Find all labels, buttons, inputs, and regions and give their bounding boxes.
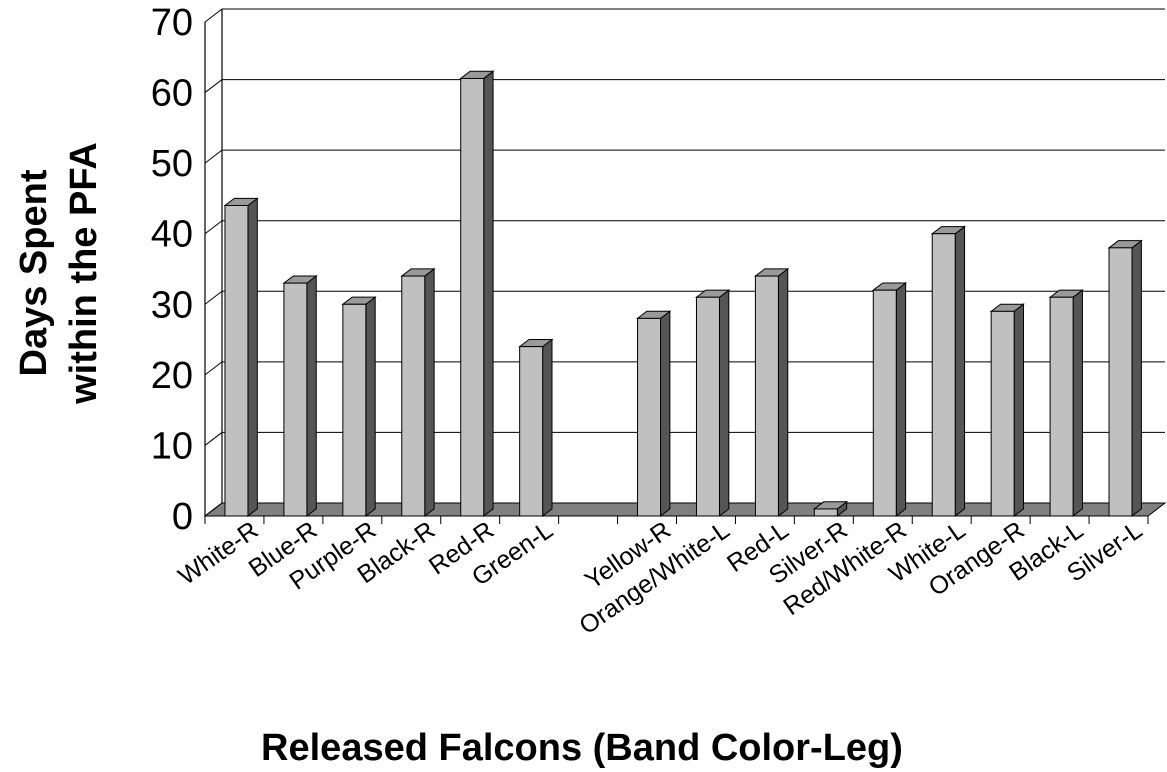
bar: [871, 282, 908, 518]
y-tick-mark: [204, 79, 223, 93]
bar: [341, 296, 377, 518]
bar-side: [306, 274, 317, 518]
x-tick-labels: White-RBlue-RPurple-RBlack-RRed-RGreen-L…: [173, 516, 1147, 640]
bar-front: [460, 77, 485, 517]
y-tick-label: 40: [151, 214, 193, 256]
bar: [518, 338, 554, 518]
bar-side: [1013, 303, 1025, 518]
y-tick-label: 70: [151, 2, 193, 44]
bar-side: [365, 296, 376, 518]
bar: [1048, 289, 1084, 518]
bar-front: [931, 233, 956, 517]
bar: [694, 289, 731, 518]
bar: [1107, 239, 1143, 518]
bar-front: [342, 303, 367, 517]
bar-front: [637, 317, 662, 517]
bar-side: [1131, 239, 1142, 518]
bar-front: [872, 289, 897, 517]
bar: [930, 225, 967, 518]
bar-side: [483, 70, 494, 518]
y-tick-label: 20: [151, 355, 193, 397]
bar: [812, 500, 849, 518]
y-tick-mark: [204, 290, 223, 305]
bar-side: [777, 267, 789, 518]
y-tick-mark: [204, 8, 223, 23]
y-tick-mark: [204, 220, 223, 235]
bar: [989, 303, 1025, 518]
y-tick-label: 0: [172, 496, 193, 538]
bar-side: [424, 267, 435, 518]
bar-front: [754, 275, 779, 517]
bar-front: [1049, 296, 1074, 517]
bar: [753, 267, 790, 518]
bar-front: [1108, 247, 1133, 517]
bar-side: [542, 338, 553, 518]
bar: [459, 70, 495, 518]
bar-front: [401, 275, 426, 517]
bar-front: [990, 310, 1015, 517]
y-axis-title-line2: within the PFA: [63, 142, 105, 405]
y-axis-title-line1: Days Spent: [13, 169, 55, 376]
bar: [400, 267, 436, 518]
bar-side: [718, 289, 730, 518]
bars: [223, 70, 1143, 518]
bar: [636, 310, 672, 518]
bar-side: [660, 310, 671, 518]
y-tick-label: 60: [151, 73, 193, 115]
bar-side: [1072, 289, 1083, 518]
bar-side: [247, 197, 258, 518]
bar-front: [283, 282, 308, 517]
y-tick-mark: [204, 361, 223, 376]
bar-side: [895, 282, 907, 518]
bar-front: [695, 296, 720, 517]
y-tick-mark: [204, 502, 223, 517]
bar: [223, 197, 259, 518]
y-tick-label: 30: [151, 284, 193, 326]
y-axis: [204, 8, 1149, 524]
bar-front: [519, 346, 544, 517]
bar-side: [954, 225, 966, 518]
bar-front: [224, 204, 249, 517]
x-axis-title: Released Falcons (Band Color-Leg): [261, 727, 903, 769]
bar: [282, 274, 318, 518]
y-tick-label: 10: [151, 425, 193, 467]
y-tick-mark: [204, 432, 223, 446]
y-tick-label: 50: [151, 143, 193, 185]
bar-front: [813, 508, 838, 517]
grid-lines: [222, 8, 1165, 433]
y-tick-mark: [204, 149, 223, 164]
y-tick-labels: 0 10 20 30 40 50 60 70: [151, 2, 193, 538]
